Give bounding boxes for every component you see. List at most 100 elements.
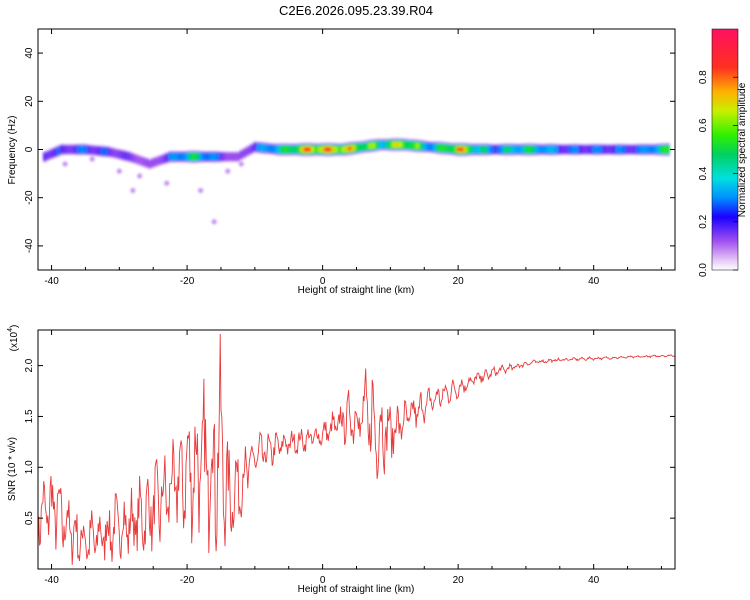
heatmap-cell [148, 159, 152, 168]
bottom-y-axis: 0.5 1.0 1.5 2.0 [24, 358, 675, 525]
colorbar-tick-label: 0.2 [698, 214, 709, 228]
colorbar-tick-label: 0.6 [698, 118, 709, 132]
heatmap-cell [425, 142, 430, 151]
svg-text:(x104): (x104) [7, 325, 20, 352]
heatmap-cell [547, 145, 552, 154]
heatmap-cell [93, 146, 98, 155]
bottom-y-tick-label: 0.5 [24, 511, 35, 525]
heatmap-cell [432, 143, 437, 152]
snr-series-line [38, 333, 675, 565]
heatmap-cell [615, 145, 620, 154]
heatmap-speck [137, 173, 143, 179]
heatmap-cell [195, 153, 200, 161]
heatmap-cell [219, 152, 223, 162]
heatmap-cell [605, 145, 610, 154]
heatmap-cell [649, 145, 654, 154]
heatmap-cell [56, 147, 61, 155]
heatmap-cell [656, 145, 660, 154]
heatmap-cell [629, 145, 633, 154]
heatmap-cell [646, 145, 650, 154]
heatmap-layer [42, 137, 671, 225]
heatmap-cell [659, 146, 664, 153]
colorbar-tick-label: 0.8 [698, 70, 709, 84]
heatmap-cell [317, 146, 322, 153]
heatmap-cell [307, 147, 311, 152]
heatmap-cell [314, 145, 318, 154]
heatmap-cell [286, 146, 291, 153]
heatmap-cell [215, 152, 220, 161]
heatmap-cell [564, 145, 569, 154]
heatmap-cell [439, 144, 444, 152]
heatmap-cell [324, 147, 328, 152]
colorbar: 0.0 0.2 0.4 0.6 0.8 Normalized spectral ampl… [698, 28, 748, 277]
heatmap-cell [269, 144, 274, 153]
heatmap-cell [507, 146, 511, 153]
heatmap-cell [493, 145, 498, 154]
heatmap-cell [249, 144, 254, 154]
bottom-x-tick-label: 20 [453, 575, 465, 586]
heatmap-cell [510, 145, 515, 154]
heatmap-cell [476, 145, 481, 154]
heatmap-cell [320, 146, 325, 153]
heatmap-cell [591, 145, 596, 154]
heatmap-cell [652, 145, 657, 154]
heatmap-cell [171, 152, 176, 161]
heatmap-cell [175, 152, 179, 161]
heatmap-cell [229, 152, 233, 161]
heatmap-cell [622, 145, 626, 154]
heatmap-cell [632, 145, 637, 154]
heatmap-speck [211, 219, 217, 225]
heatmap-cell [405, 141, 410, 149]
heatmap-cell [276, 145, 281, 154]
heatmap-cell [131, 153, 135, 163]
heatmap-cell [456, 147, 460, 152]
heatmap-cell [551, 145, 555, 154]
heatmap-cell [341, 146, 345, 153]
heatmap-cell [625, 145, 630, 154]
heatmap-speck [238, 161, 244, 167]
y-multiplier-base: (x10 [9, 331, 20, 351]
heatmap-speck [198, 187, 204, 193]
top-y-axis-label: Frequency (Hz) [7, 116, 18, 185]
heatmap-cell [541, 145, 545, 154]
bottom-x-tick-label: 40 [588, 575, 600, 586]
heatmap-cell [141, 157, 145, 166]
heatmap-cell [534, 145, 538, 154]
heatmap-cell [449, 145, 454, 153]
heatmap-cell [303, 147, 308, 152]
heatmap-cell [100, 147, 105, 156]
heatmap-cell [161, 154, 166, 164]
top-y-tick-label: -20 [24, 190, 35, 205]
heatmap-cell [222, 152, 227, 161]
heatmap-cell [442, 144, 447, 152]
heatmap-cell [608, 145, 613, 154]
heatmap-cell [253, 142, 257, 152]
heatmap-cell [639, 145, 643, 154]
heatmap-cell [273, 145, 277, 154]
heatmap-speck [130, 187, 136, 193]
heatmap-cell [63, 145, 67, 154]
heatmap-cell [110, 148, 115, 157]
heatmap-cell [375, 141, 379, 149]
heatmap-cell [337, 146, 342, 153]
bottom-y-tick-label: 2.0 [24, 358, 35, 372]
heatmap-cell [205, 152, 210, 161]
heatmap-cell [124, 151, 128, 161]
heatmap-cell [97, 146, 101, 156]
heatmap-cell [202, 152, 206, 161]
heatmap-cell [578, 145, 582, 154]
heatmap-cell [554, 145, 559, 154]
heatmap-cell [429, 143, 433, 151]
heatmap-cell [422, 142, 427, 151]
heatmap-cell [49, 149, 54, 159]
heatmap-cell [364, 143, 369, 150]
heatmap-cell [574, 145, 579, 154]
heatmap-cell [581, 145, 586, 154]
bottom-y-tick-label: 1.0 [24, 460, 35, 474]
heatmap-cell [236, 152, 240, 161]
heatmap-cell [259, 143, 264, 152]
heatmap-cell [436, 144, 440, 152]
heatmap-cell [612, 145, 616, 154]
heatmap-cell [168, 152, 172, 161]
